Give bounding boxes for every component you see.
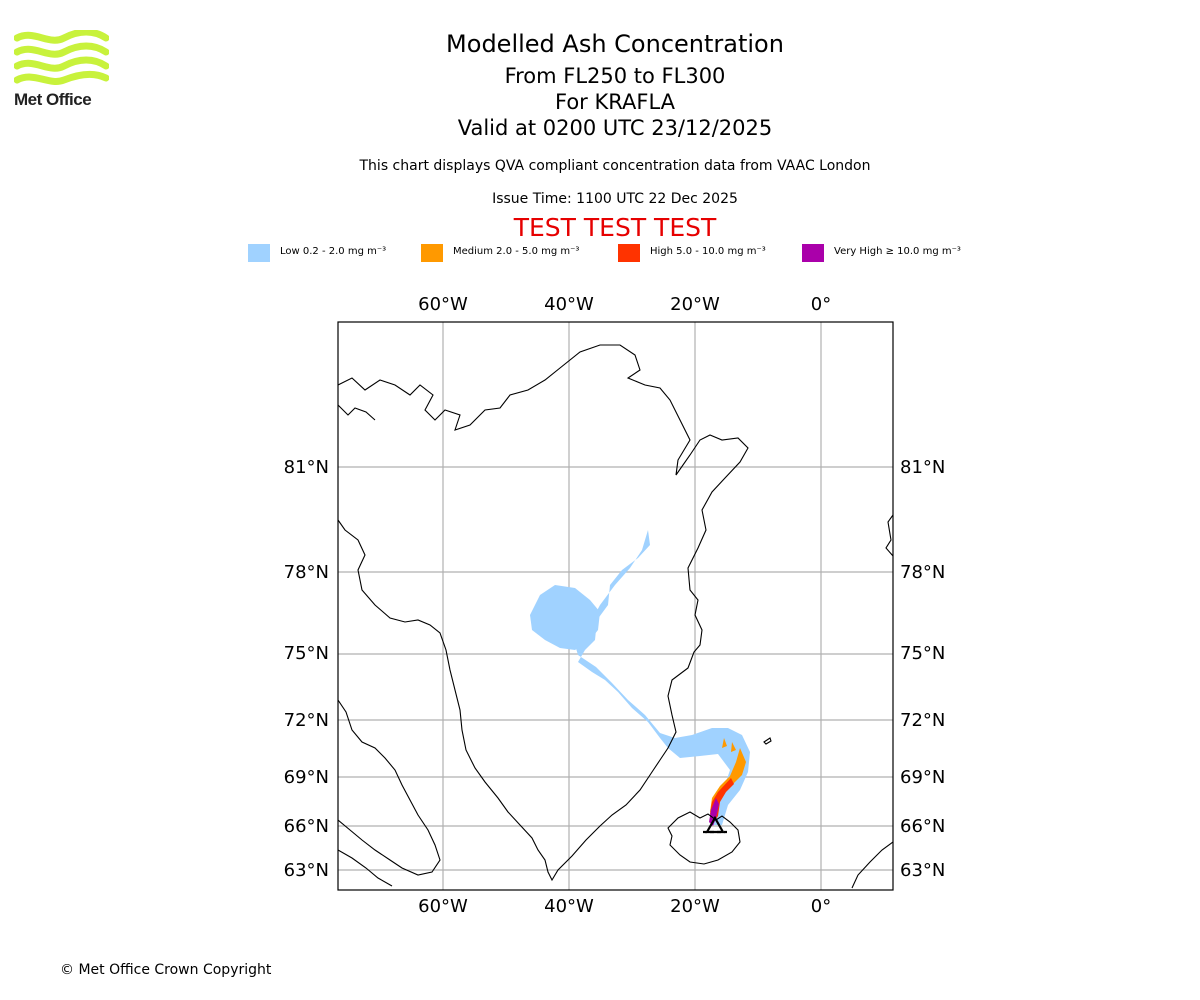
legend-label-high: High 5.0 - 10.0 mg m⁻³ xyxy=(650,246,766,257)
lat-label-right-63n: 63°N xyxy=(900,860,945,881)
lat-label-left-66n: 66°N xyxy=(284,816,329,837)
ash-area-very-high xyxy=(709,798,719,826)
legend-label-medium: Medium 2.0 - 5.0 mg m⁻³ xyxy=(453,246,580,257)
lon-label-bottom-0: 0° xyxy=(811,896,831,917)
lon-label-top-60w: 60°W xyxy=(418,294,468,315)
valid-time: Valid at 0200 UTC 23/12/2025 xyxy=(457,116,773,140)
legend-swatch-high xyxy=(618,244,640,262)
lon-label-bottom-40w: 40°W xyxy=(544,896,594,917)
flight-level-range: From FL250 to FL300 xyxy=(504,64,726,88)
lat-label-left-81n: 81°N xyxy=(284,457,329,478)
ash-area-low xyxy=(575,530,750,825)
coastlines xyxy=(338,344,893,889)
tick-labels: 60°W 40°W 20°W 0° 60°W 40°W 20°W 0° 81°N… xyxy=(284,294,946,917)
svalbard-coastline xyxy=(885,514,893,557)
volcano-source-marker xyxy=(703,815,727,834)
lat-label-right-69n: 69°N xyxy=(900,767,945,788)
baffin-coastline xyxy=(338,699,441,876)
map-frame xyxy=(337,321,894,891)
met-office-logo: Met Office xyxy=(13,28,110,112)
iceland-coastline xyxy=(667,811,741,865)
copyright: © Met Office Crown Copyright xyxy=(60,962,272,978)
legend-swatch-low xyxy=(248,244,270,262)
lat-label-right-75n: 75°N xyxy=(900,643,945,664)
lon-label-bottom-60w: 60°W xyxy=(418,896,468,917)
lon-label-top-20w: 20°W xyxy=(670,294,720,315)
chart-subtitle: This chart displays QVA compliant concen… xyxy=(359,158,871,174)
lat-label-right-72n: 72°N xyxy=(900,710,945,731)
ellesmere-coastline xyxy=(338,404,376,421)
lon-label-bottom-20w: 20°W xyxy=(670,896,720,917)
lon-label-top-0: 0° xyxy=(811,294,831,315)
legend-label-very-high: Very High ≥ 10.0 mg m⁻³ xyxy=(834,246,961,257)
lat-label-left-75n: 75°N xyxy=(284,643,329,664)
chart-title: Modelled Ash Concentration xyxy=(446,30,784,58)
jan-mayen-coastline xyxy=(763,737,772,745)
greenland-coastline xyxy=(338,344,749,882)
legend-swatch-very-high xyxy=(802,244,824,262)
lat-label-right-78n: 78°N xyxy=(900,562,945,583)
lat-label-right-81n: 81°N xyxy=(900,457,945,478)
norway-coastline xyxy=(851,841,893,889)
lat-label-left-72n: 72°N xyxy=(284,710,329,731)
lat-label-right-66n: 66°N xyxy=(900,816,945,837)
lat-label-left-78n: 78°N xyxy=(284,562,329,583)
ash-area-low-west xyxy=(530,585,600,650)
test-banner: TEST TEST TEST xyxy=(513,213,717,242)
legend-swatch-medium xyxy=(421,244,443,262)
met-office-waves-icon xyxy=(13,28,110,85)
lat-label-left-69n: 69°N xyxy=(284,767,329,788)
labrador-coastline xyxy=(338,849,393,887)
map-background xyxy=(338,322,893,890)
volcano-name: For KRAFLA xyxy=(555,90,675,114)
lon-label-top-40w: 40°W xyxy=(544,294,594,315)
logo-text: Met Office xyxy=(14,90,92,109)
lat-label-left-63n: 63°N xyxy=(284,860,329,881)
issue-time: Issue Time: 1100 UTC 22 Dec 2025 xyxy=(492,191,738,207)
legend-label-low: Low 0.2 - 2.0 mg m⁻³ xyxy=(280,246,387,257)
